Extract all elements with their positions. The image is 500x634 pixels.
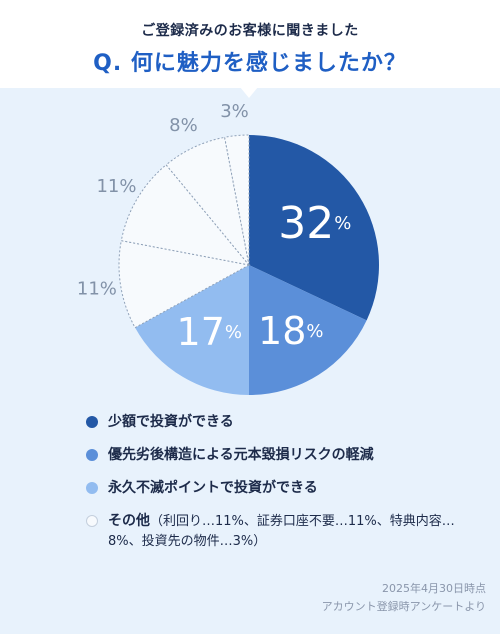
legend-item: 永久不滅ポイントで投資ができる (86, 478, 486, 498)
question-title: Q. 何に魅力を感じましたか？ (93, 51, 407, 76)
slice-value-label: 18% (258, 309, 323, 353)
slice-outer-label: 3% (220, 101, 249, 122)
survey-source: アカウント登録時アンケートより (321, 600, 486, 613)
legend-dot (86, 449, 98, 461)
pie-slice (165, 136, 250, 266)
footer-note: 2025年4月30日時点 アカウント登録時アンケートより (322, 580, 486, 616)
slice-outer-label: 8% (169, 115, 198, 136)
legend-item: 優先劣後構造による元本毀損リスクの軽減 (86, 445, 486, 465)
legend-dot (86, 416, 98, 428)
survey-date: 2025年4月30日時点 (382, 582, 486, 595)
pie-slice (249, 135, 379, 321)
legend-dot (86, 482, 98, 494)
pie-slice (224, 134, 250, 266)
question-header: ご登録済みのお客様に聞きました Q. 何に魅力を感じましたか？ (0, 0, 500, 98)
pie-slice (118, 240, 251, 329)
legend-other-text: その他（利回り…11%、証券口座不要…11%、特典内容…8%、投資先の物件…3%… (108, 511, 486, 552)
legend-dot (86, 515, 98, 527)
legend-label: 永久不滅ポイントで投資ができる (108, 480, 318, 496)
slice-value-label: 32% (278, 198, 351, 249)
legend-other-detail: （利回り…11%、証券口座不要…11%、特典内容…8%、投資先の物件…3%） (108, 514, 455, 549)
slice-outer-label: 11% (77, 279, 117, 300)
pie-slice (120, 164, 251, 266)
legend-other-label: その他 (108, 513, 150, 529)
legend-label: 少額で投資ができる (108, 414, 234, 430)
legend-item: 少額で投資ができる (86, 412, 486, 432)
legend-item-other: その他（利回り…11%、証券口座不要…11%、特典内容…8%、投資先の物件…3%… (86, 511, 486, 552)
pie-slice (249, 265, 367, 395)
pie-chart: 32% 18% 17% 11% 11% 8% 3% (77, 101, 379, 395)
survey-subtitle: ご登録済みのお客様に聞きました (141, 23, 359, 39)
pie-slice (135, 265, 249, 395)
slice-outer-label: 11% (96, 176, 136, 197)
legend-label: 優先劣後構造による元本毀損リスクの軽減 (108, 447, 374, 463)
chart-legend: 少額で投資ができる 優先劣後構造による元本毀損リスクの軽減 永久不滅ポイントで投… (86, 412, 486, 565)
slice-value-label: 17% (177, 310, 242, 354)
